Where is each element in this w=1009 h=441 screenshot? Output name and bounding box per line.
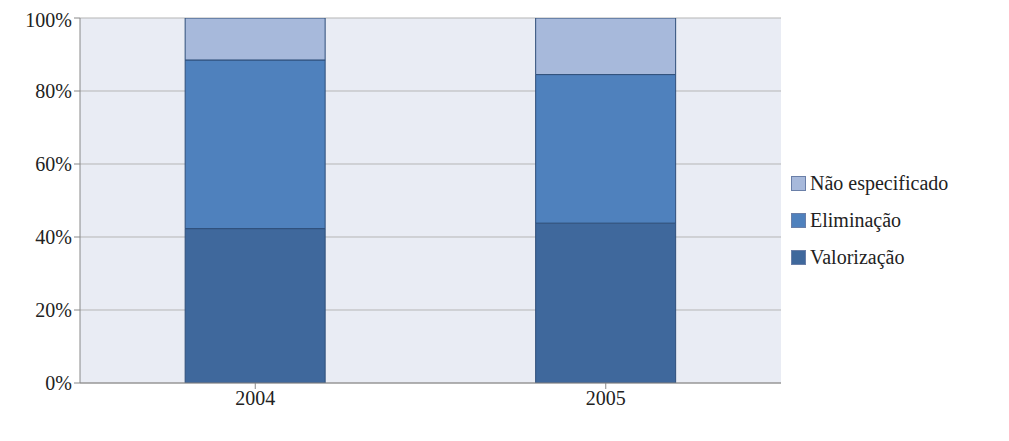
- svg-text:100%: 100%: [25, 9, 72, 31]
- svg-text:60%: 60%: [35, 153, 72, 175]
- svg-text:0%: 0%: [45, 372, 72, 394]
- svg-text:20%: 20%: [35, 299, 72, 321]
- html-text:Eliminação: Eliminação: [810, 209, 902, 231]
- html-text:Não especificado: Não especificado: [810, 172, 949, 194]
- svg-text:2004: 2004: [235, 387, 275, 409]
- svg-text:40%: 40%: [35, 226, 72, 248]
- svg-text:80%: 80%: [35, 80, 72, 102]
- html-text:Valorização: Valorização: [810, 246, 905, 268]
- svg-text:2005: 2005: [586, 387, 626, 409]
